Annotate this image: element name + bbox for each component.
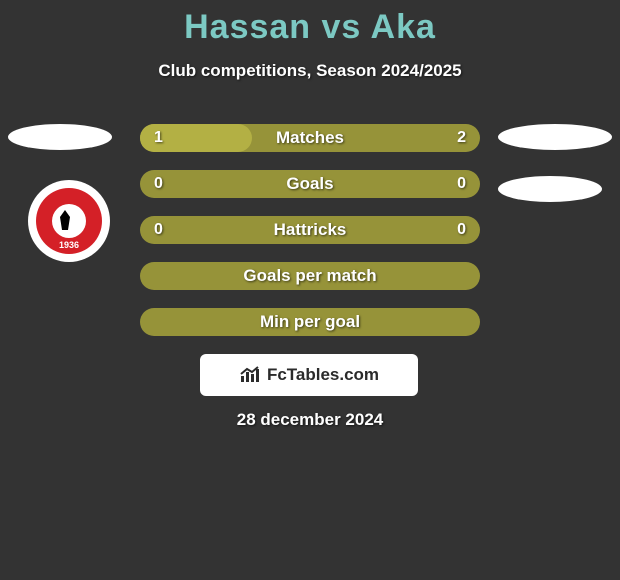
stat-bar: Min per goal [140,308,480,336]
stat-bar-label: Matches [276,128,344,148]
stat-bar-left-value: 1 [154,129,163,147]
club-badge-year: 1936 [59,240,79,250]
stat-bar: Goals per match [140,262,480,290]
left-ellipse [8,124,112,150]
site-badge[interactable]: FcTables.com [200,354,418,396]
club-badge-ring: 1936 [36,188,102,254]
stat-bar-label: Hattricks [274,220,347,240]
stat-bar: Hattricks 0 0 [140,216,480,244]
chart-icon [239,366,261,384]
stat-bar-right-value: 0 [457,175,466,193]
club-badge: 1936 [28,180,110,262]
club-badge-center [52,204,86,238]
page-title: Hassan vs Aka [0,0,620,47]
stat-bars: Matches 1 2 Goals 0 0 Hattricks 0 0 Goals per mat… [140,124,480,354]
stat-bar: Matches 1 2 [140,124,480,152]
page-subtitle: Club competitions, Season 2024/2025 [0,61,620,81]
stat-bar-left-value: 0 [154,175,163,193]
date-text: 28 december 2024 [0,410,620,430]
stat-bar-label: Min per goal [260,312,360,332]
stat-bar-right-value: 0 [457,221,466,239]
right-ellipse-1 [498,124,612,150]
stat-bar-left-value: 0 [154,221,163,239]
site-badge-text: FcTables.com [267,365,379,385]
stat-bar-label: Goals per match [243,266,376,286]
right-ellipse-2 [498,176,602,202]
stat-bar-label: Goals [286,174,333,194]
stat-bar-right-value: 2 [457,129,466,147]
stat-bar: Goals 0 0 [140,170,480,198]
